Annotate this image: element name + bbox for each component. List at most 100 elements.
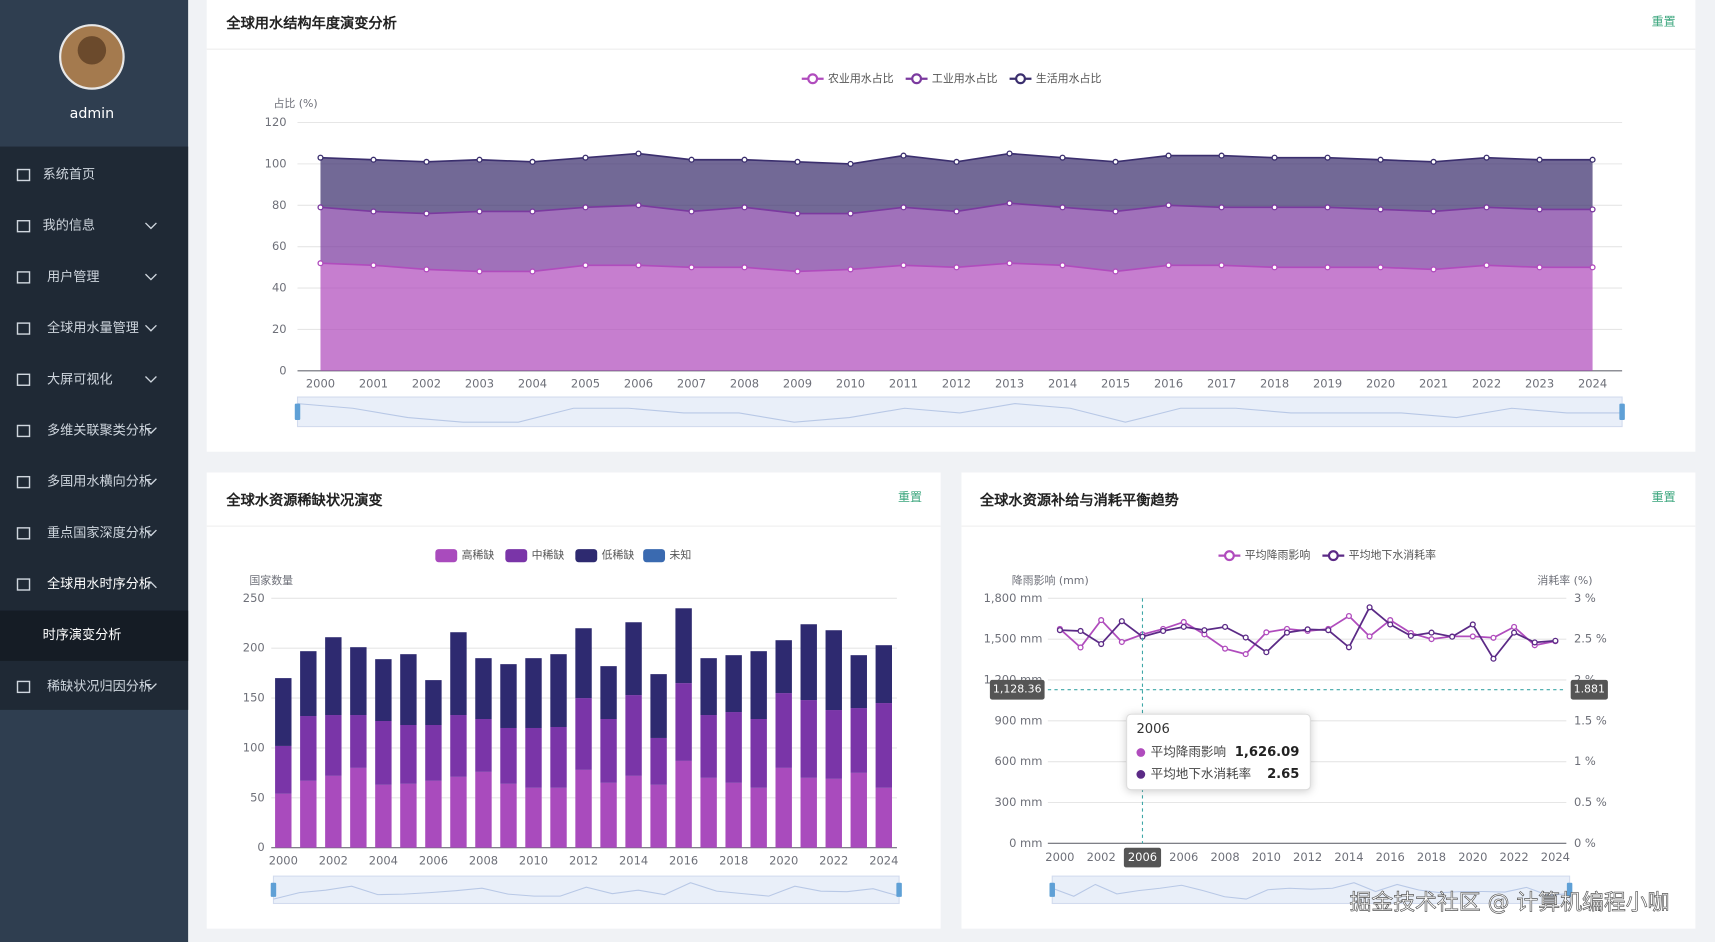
- bar-segment[interactable]: [775, 640, 792, 694]
- data-point[interactable]: [1345, 644, 1352, 651]
- data-point[interactable]: [1006, 260, 1013, 267]
- data-point[interactable]: [1118, 618, 1125, 625]
- legend-label[interactable]: 低稀缺: [602, 548, 635, 562]
- bar-segment[interactable]: [450, 715, 467, 777]
- data-point[interactable]: [317, 154, 324, 161]
- legend-swatch[interactable]: [505, 549, 528, 563]
- data-point[interactable]: [1218, 204, 1225, 211]
- bar-segment[interactable]: [775, 693, 792, 768]
- data-point[interactable]: [1483, 262, 1490, 269]
- data-point[interactable]: [1536, 264, 1543, 271]
- bar-segment[interactable]: [625, 622, 642, 696]
- bar-segment[interactable]: [575, 698, 592, 770]
- legend-marker[interactable]: [807, 73, 819, 85]
- bar-segment[interactable]: [675, 608, 692, 684]
- bar-segment[interactable]: [425, 680, 442, 725]
- menu-item[interactable]: 我的信息: [43, 217, 95, 234]
- bar-segment[interactable]: [500, 727, 517, 784]
- data-point[interactable]: [1098, 640, 1105, 648]
- data-point[interactable]: [1077, 644, 1084, 651]
- data-point[interactable]: [582, 204, 589, 211]
- data-point[interactable]: [1345, 612, 1352, 620]
- data-point[interactable]: [1490, 634, 1497, 641]
- bar-segment[interactable]: [475, 771, 492, 848]
- bar-segment[interactable]: [375, 721, 392, 785]
- data-point[interactable]: [1536, 156, 1543, 163]
- data-point[interactable]: [476, 208, 483, 215]
- bar-segment[interactable]: [675, 683, 692, 761]
- data-point[interactable]: [1387, 621, 1394, 628]
- bar-segment[interactable]: [675, 760, 692, 848]
- bar-segment[interactable]: [825, 710, 842, 779]
- data-point[interactable]: [1589, 156, 1596, 163]
- data-point[interactable]: [476, 268, 483, 275]
- bar-segment[interactable]: [725, 655, 742, 713]
- zoom-handle[interactable]: [294, 403, 301, 421]
- data-point[interactable]: [688, 156, 695, 163]
- data-point[interactable]: [847, 160, 854, 167]
- data-point[interactable]: [476, 156, 483, 163]
- legend-swatch[interactable]: [575, 549, 598, 563]
- data-point[interactable]: [1511, 623, 1518, 630]
- data-point[interactable]: [900, 204, 907, 211]
- bar-segment[interactable]: [700, 715, 717, 778]
- data-point[interactable]: [635, 202, 642, 209]
- bar-segment[interactable]: [575, 769, 592, 848]
- legend-label[interactable]: 未知: [669, 548, 691, 562]
- data-point[interactable]: [1271, 204, 1278, 211]
- menu-item[interactable]: 全球用水量管理: [47, 319, 139, 336]
- data-point[interactable]: [1059, 262, 1066, 269]
- bar-segment[interactable]: [750, 787, 767, 848]
- legend-label[interactable]: 工业用水占比: [932, 71, 998, 85]
- data-point[interactable]: [1531, 639, 1538, 646]
- bar-segment[interactable]: [275, 678, 292, 746]
- legend-label[interactable]: 农业用水占比: [828, 71, 894, 85]
- legend-label[interactable]: 中稀缺: [532, 548, 565, 562]
- legend-swatch[interactable]: [643, 549, 666, 563]
- menu-item[interactable]: 系统首页: [43, 167, 95, 183]
- zoom-handle[interactable]: [1049, 882, 1055, 897]
- data-point[interactable]: [1218, 152, 1225, 159]
- bar-segment[interactable]: [625, 775, 642, 848]
- data-point[interactable]: [1589, 264, 1596, 271]
- bar-segment[interactable]: [425, 724, 442, 781]
- bar-segment[interactable]: [875, 787, 892, 848]
- data-point[interactable]: [582, 262, 589, 269]
- legend-label[interactable]: 平均降雨影响: [1245, 548, 1311, 562]
- data-point[interactable]: [1271, 154, 1278, 161]
- data-point[interactable]: [1324, 264, 1331, 271]
- data-point[interactable]: [741, 264, 748, 271]
- bar-segment[interactable]: [300, 651, 317, 717]
- data-point[interactable]: [1006, 150, 1013, 157]
- data-point[interactable]: [1511, 629, 1518, 636]
- data-point[interactable]: [1589, 206, 1596, 213]
- zoom-handle[interactable]: [1566, 882, 1573, 897]
- bar-segment[interactable]: [400, 783, 417, 848]
- data-point[interactable]: [953, 208, 960, 215]
- data-point[interactable]: [1077, 627, 1084, 635]
- bar-segment[interactable]: [475, 719, 492, 772]
- data-point[interactable]: [423, 210, 430, 217]
- data-point[interactable]: [1490, 655, 1497, 662]
- data-point[interactable]: [1377, 264, 1384, 271]
- legend-swatch[interactable]: [435, 549, 458, 563]
- data-point[interactable]: [370, 208, 377, 215]
- data-point[interactable]: [529, 208, 536, 215]
- bar-segment[interactable]: [875, 703, 892, 788]
- data-point[interactable]: [794, 268, 801, 275]
- data-point[interactable]: [1324, 154, 1331, 161]
- data-point[interactable]: [1160, 627, 1167, 635]
- bar-segment[interactable]: [775, 767, 792, 848]
- data-point[interactable]: [1283, 629, 1291, 636]
- submenu-item[interactable]: 时序演变分析: [43, 627, 122, 643]
- data-point[interactable]: [1165, 202, 1172, 209]
- menu-item[interactable]: 多国用水横向分析: [47, 473, 152, 490]
- legend-label[interactable]: 平均地下水消耗率: [1349, 548, 1436, 562]
- bar-segment[interactable]: [375, 784, 392, 848]
- bar-segment[interactable]: [275, 745, 292, 794]
- legend-marker[interactable]: [1223, 550, 1235, 562]
- bar-segment[interactable]: [875, 645, 892, 704]
- data-point[interactable]: [370, 156, 377, 163]
- data-point[interactable]: [847, 266, 854, 273]
- data-point[interactable]: [582, 154, 589, 161]
